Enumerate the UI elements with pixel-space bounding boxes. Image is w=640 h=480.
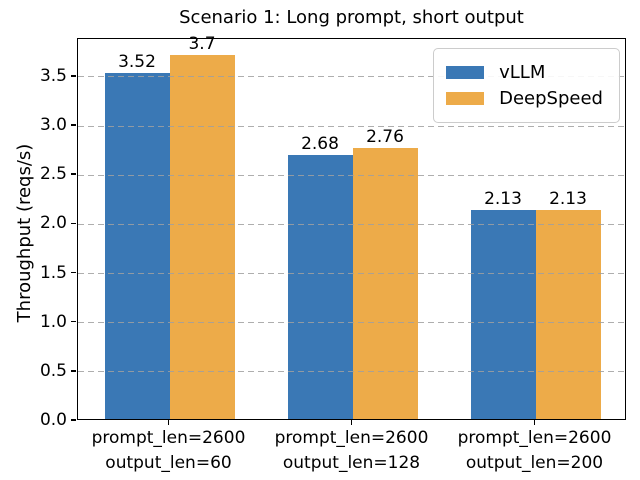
legend-swatch-vllm-icon: [446, 66, 485, 79]
y-tick-label: 3.0: [39, 115, 67, 136]
y-tick-label: 0.5: [39, 360, 67, 381]
y-tick-label: 1.0: [39, 311, 67, 332]
bars-layer: [78, 39, 625, 419]
chart-title: Scenario 1: Long prompt, short output: [179, 7, 524, 28]
y-tick-mark: [71, 124, 76, 126]
bar-vllm-group-3: [470, 209, 536, 419]
x-tick-label: prompt_len=2600 output_len=128: [257, 426, 447, 476]
gridlines-layer: [78, 39, 625, 419]
x-tick-mark: [350, 420, 353, 425]
y-tick-label: 2.0: [39, 213, 67, 234]
gridline: [78, 272, 625, 275]
legend-label-vllm: vLLM: [499, 62, 546, 83]
y-tick-mark: [71, 271, 76, 274]
y-tick-mark: [71, 370, 76, 372]
y-tick-label: 1.5: [39, 262, 67, 283]
x-tick-label: prompt_len=2600 output_len=200: [440, 426, 630, 476]
x-tick-mark: [533, 420, 536, 425]
legend-label-deepspeed: DeepSpeed: [499, 88, 603, 109]
bar-value-label: 2.68: [301, 134, 339, 155]
bar-value-label: 2.13: [484, 188, 522, 209]
x-tick-label-line: prompt_len=2600: [274, 428, 429, 448]
gridline: [78, 76, 625, 79]
bar-deepspeed-group-2: [352, 147, 418, 419]
bar-deepspeed-group-1: [169, 55, 235, 419]
x-tick-label-line: prompt_len=2600: [457, 428, 612, 448]
bar-vllm-group-1: [104, 72, 170, 419]
bar-value-label: 3.52: [118, 51, 156, 72]
y-tick-mark: [71, 173, 76, 175]
y-tick-mark: [71, 320, 76, 323]
bar-deepspeed-group-3: [535, 209, 601, 419]
plot-area: 3.52 3.7 2.68 2.76 2.13 2.13 vLLM DeepSpeed: [77, 34, 626, 420]
bar-value-labels-layer: 3.52 3.7 2.68 2.76 2.13 2.13: [78, 34, 625, 419]
gridline: [78, 371, 625, 374]
bar-value-label: 2.76: [366, 126, 404, 147]
y-tick-label: 0.0: [39, 410, 67, 430]
x-tick-label-line: output_len=60: [105, 453, 232, 473]
gridline: [78, 321, 625, 324]
y-tick-mark: [71, 222, 76, 225]
y-tick-label: 2.5: [39, 164, 67, 185]
gridline: [78, 174, 625, 177]
x-tick-label-line: output_len=128: [282, 453, 421, 473]
gridline: [78, 125, 625, 128]
y-tick-mark: [71, 75, 76, 77]
bar-value-label: 3.7: [188, 34, 216, 55]
y-tick-mark: [71, 419, 76, 421]
x-tick-label: prompt_len=2600 output_len=60: [74, 426, 264, 476]
legend-item-vllm: vLLM: [446, 61, 603, 84]
legend-item-deepspeed: DeepSpeed: [446, 87, 603, 110]
bar-value-label: 2.13: [549, 188, 587, 209]
x-tick-label-line: output_len=200: [465, 453, 604, 473]
legend-swatch-deepspeed-icon: [446, 92, 485, 105]
gridline: [78, 223, 625, 226]
y-tick-label: 3.5: [39, 65, 67, 86]
bar-vllm-group-2: [287, 155, 353, 419]
x-tick-label-line: prompt_len=2600: [91, 428, 246, 448]
x-tick-mark: [167, 420, 170, 425]
legend: vLLM DeepSpeed: [433, 48, 620, 123]
